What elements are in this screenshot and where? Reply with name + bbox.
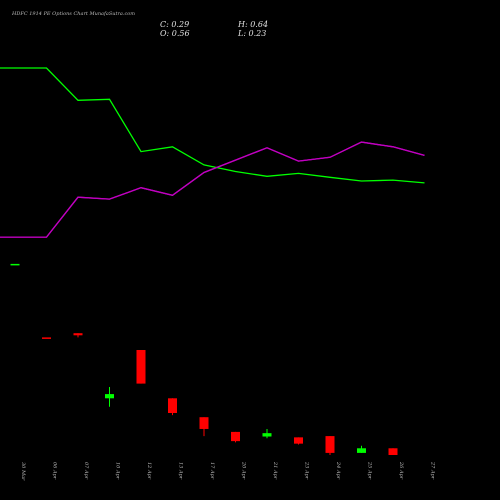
candle-7 (231, 431, 240, 443)
candle-body (105, 394, 114, 399)
x-tick-label: 20 Apr (241, 461, 247, 480)
candle-12 (388, 448, 398, 455)
candle-body (388, 448, 398, 455)
candle-2 (73, 333, 83, 338)
candlesticks (10, 263, 398, 455)
x-tick-label: 17 Apr (209, 462, 215, 480)
candle-body (42, 337, 51, 339)
x-tick-label: 27 Apr (430, 461, 436, 480)
x-tick-label: 10 Apr (115, 462, 121, 480)
x-tick-label: 21 Apr (272, 461, 278, 480)
candle-body (168, 398, 177, 413)
high-value: H: 0.64 (237, 20, 268, 29)
candle-0 (10, 263, 20, 266)
x-axis-ticks: 30 Mar 06 Apr 07 Apr 10 Apr 12 Apr 13 Apr 17 A… (20, 461, 436, 481)
candle-9 (294, 437, 303, 445)
magenta-indicator-line-2 (0, 141, 425, 238)
candle-3 (105, 386, 114, 407)
x-tick-label: 25 Apr (367, 461, 373, 480)
candle-body (73, 333, 83, 336)
x-tick-label: 06 Apr (52, 462, 58, 480)
candle-8 (262, 428, 272, 439)
candle-11 (357, 445, 366, 453)
chart-title: HDFC 1914 PE Options Chart MunafaSutra.c… (11, 11, 135, 17)
close-value: C: 0.29 (160, 20, 189, 29)
candle-1 (42, 337, 51, 339)
candle-body (262, 433, 272, 437)
candle-body (231, 431, 240, 442)
candle-body (294, 437, 303, 444)
candle-10 (325, 436, 335, 455)
x-tick-label: 24 Apr (335, 461, 341, 480)
candle-body (10, 263, 20, 266)
open-value: O: 0.56 (160, 29, 190, 38)
candle-4 (136, 350, 146, 384)
green-indicator-line-0 (0, 67, 425, 184)
candle-6 (199, 417, 209, 437)
x-tick-label: 26 Apr (398, 461, 404, 480)
candle-body (357, 448, 366, 453)
candle-body (199, 417, 209, 429)
x-tick-label: 13 Apr (178, 462, 184, 480)
x-tick-label: 30 Mar (20, 462, 26, 481)
x-tick-label: 12 Apr (146, 462, 152, 480)
low-value: L: 0.23 (237, 29, 266, 38)
candle-body (136, 350, 146, 384)
candle-5 (168, 398, 177, 416)
x-tick-label: 07 Apr (83, 462, 89, 480)
candle-body (325, 436, 335, 453)
indicator-lines (0, 67, 425, 238)
x-tick-label: 23 Apr (304, 461, 310, 480)
